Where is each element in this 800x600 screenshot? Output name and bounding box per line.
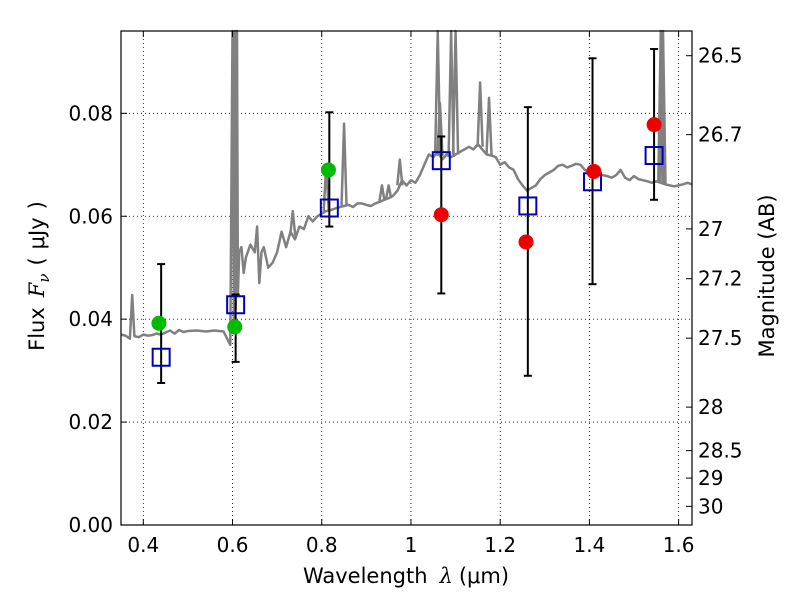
- spectrum-spike: [384, 184, 393, 199]
- model-photometry-square: [319, 198, 339, 218]
- y2-tick-label: 26.5: [698, 44, 743, 68]
- y2-axis-label: Magnitude (AB): [755, 194, 779, 357]
- observed-point-red: [433, 207, 449, 223]
- x-axis-label-symbol: λ: [439, 564, 453, 588]
- y2-tick-label: 27: [698, 217, 723, 241]
- axis-ticks: 0.4 0.6 0.8 1 1.2 1.4 1.6 0.00 0.02 0.04 0.06 0.08 2…: [68, 31, 743, 557]
- spectrum-spike: [485, 96, 493, 156]
- y2-tick-label: 30: [698, 494, 723, 518]
- y2-tick-label: 28.5: [698, 439, 743, 463]
- y-tick-label: 0.02: [68, 410, 113, 434]
- model-photometry-squares: [151, 146, 664, 367]
- plot-content: [120, 29, 693, 384]
- x-axis-label-unit: (μm): [459, 564, 509, 588]
- y-axis-label-open: (: [25, 257, 49, 265]
- observed-point-green: [151, 315, 167, 331]
- observed-points: [151, 117, 662, 335]
- observed-point-red: [646, 117, 662, 133]
- model-photometry-square: [518, 196, 538, 216]
- y-axis-label-symbol: F: [25, 281, 49, 298]
- spectrum-spike: [289, 209, 297, 236]
- spectrum-spike: [476, 81, 484, 147]
- spectrum-spike: [378, 184, 386, 202]
- y2-tick-label: 29: [698, 466, 723, 490]
- x-tick-label: 0.6: [217, 533, 249, 557]
- y-tick-label: 0.06: [68, 204, 113, 228]
- y-axis-label-text: Flux: [25, 307, 49, 351]
- y-axis-label: Flux Fν ( μJy): [25, 201, 53, 351]
- y-tick-label: 0.04: [68, 307, 113, 331]
- model-photometry-square: [151, 347, 171, 367]
- x-tick-label: 1.2: [484, 533, 516, 557]
- y-axis-label-unit: μJy: [25, 217, 49, 249]
- model-photometry-square: [226, 295, 246, 315]
- observed-point-green: [320, 162, 336, 178]
- x-tick-label: 0.4: [127, 533, 159, 557]
- spectrum-spike: [396, 158, 404, 186]
- spectrum-spike: [340, 122, 348, 206]
- x-axis-label-text: Wavelength: [303, 564, 428, 588]
- observed-point-red: [518, 234, 534, 250]
- spectrum-spike: [451, 29, 460, 155]
- observed-point-green: [227, 319, 243, 335]
- y2-tick-label: 28: [698, 395, 723, 419]
- x-tick-label: 0.8: [306, 533, 338, 557]
- observed-point-red: [586, 163, 602, 179]
- spectrum-line: [120, 29, 693, 347]
- y-tick-label: 0.08: [68, 101, 113, 125]
- x-axis-label: Wavelength λ (μm): [303, 564, 509, 588]
- y-axis-label-subscript: ν: [35, 274, 53, 283]
- grid-lines: [121, 31, 692, 526]
- x-tick-label: 1.6: [663, 533, 695, 557]
- y-axis-label-close: ): [25, 201, 49, 209]
- model-photometry-square: [644, 146, 664, 166]
- y-tick-label: 0.00: [68, 513, 113, 537]
- plot-frame: [120, 30, 693, 526]
- x-tick-label: 1: [405, 533, 418, 557]
- y2-tick-label: 27.2: [698, 267, 743, 291]
- model-photometry-square: [431, 151, 451, 171]
- y2-tick-label: 27.5: [698, 326, 743, 350]
- y2-tick-label: 26.7: [698, 123, 743, 147]
- spectrum-emission-lines: [289, 29, 667, 236]
- x-tick-label: 1.4: [573, 533, 605, 557]
